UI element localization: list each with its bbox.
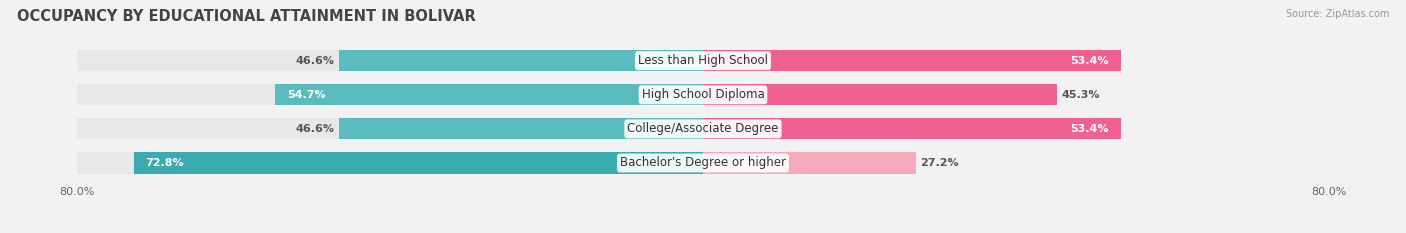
Text: 46.6%: 46.6% bbox=[295, 124, 335, 134]
Text: Less than High School: Less than High School bbox=[638, 54, 768, 67]
Text: 45.3%: 45.3% bbox=[1062, 90, 1099, 100]
Bar bbox=[703, 118, 1121, 140]
Bar bbox=[77, 152, 703, 174]
Bar bbox=[339, 118, 703, 140]
Text: 53.4%: 53.4% bbox=[1070, 124, 1109, 134]
Text: 54.7%: 54.7% bbox=[287, 90, 326, 100]
Text: 53.4%: 53.4% bbox=[1070, 56, 1109, 66]
Bar bbox=[77, 118, 703, 140]
Legend: Owner-occupied, Renter-occupied: Owner-occupied, Renter-occupied bbox=[572, 230, 834, 233]
Text: Bachelor's Degree or higher: Bachelor's Degree or higher bbox=[620, 157, 786, 169]
Text: 27.2%: 27.2% bbox=[920, 158, 959, 168]
Bar bbox=[703, 84, 1057, 105]
Bar bbox=[276, 84, 703, 105]
Bar bbox=[134, 152, 703, 174]
Bar bbox=[77, 84, 703, 105]
Text: Source: ZipAtlas.com: Source: ZipAtlas.com bbox=[1285, 9, 1389, 19]
Bar bbox=[703, 50, 1121, 71]
Text: 46.6%: 46.6% bbox=[295, 56, 335, 66]
Text: High School Diploma: High School Diploma bbox=[641, 88, 765, 101]
Text: OCCUPANCY BY EDUCATIONAL ATTAINMENT IN BOLIVAR: OCCUPANCY BY EDUCATIONAL ATTAINMENT IN B… bbox=[17, 9, 475, 24]
Bar bbox=[339, 50, 703, 71]
Text: 72.8%: 72.8% bbox=[145, 158, 184, 168]
Bar bbox=[77, 50, 703, 71]
Text: College/Associate Degree: College/Associate Degree bbox=[627, 122, 779, 135]
Bar bbox=[703, 152, 915, 174]
